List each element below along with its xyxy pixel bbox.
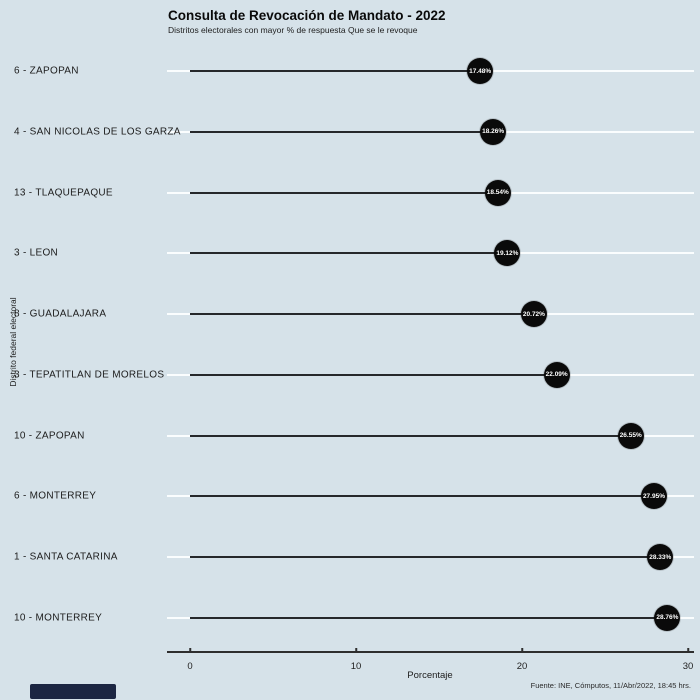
- y-axis-title: Distrito federal electoral: [8, 297, 18, 387]
- row-stem: [190, 70, 481, 72]
- x-axis-title: Porcentaje: [407, 670, 453, 681]
- x-axis-tick: [521, 647, 523, 652]
- data-point-value: 18.54%: [486, 189, 509, 197]
- x-axis-line: [167, 651, 694, 653]
- data-point-dot: 27.95%: [640, 483, 667, 510]
- data-point-value: 17.48%: [469, 67, 492, 75]
- data-point-dot: 17.48%: [467, 58, 494, 84]
- data-point-value: 22.09%: [545, 371, 568, 379]
- data-point-dot: 18.26%: [480, 118, 507, 145]
- row-stem: [190, 616, 668, 619]
- data-point-value: 28.76%: [656, 614, 679, 622]
- chart-header: Consulta de Revocación de Mandato - 2022…: [168, 8, 446, 35]
- data-point-dot: 20.72%: [520, 301, 547, 328]
- row-stem: [190, 373, 557, 376]
- category-label: 4 - SAN NICOLAS DE LOS GARZA: [14, 126, 181, 138]
- data-point-value: 26.55%: [619, 432, 642, 440]
- data-point-dot: 18.54%: [484, 179, 511, 206]
- data-point-value: 18.26%: [482, 128, 505, 136]
- data-point-value: 28.33%: [649, 553, 672, 561]
- x-axis-tick: [189, 647, 191, 652]
- bottom-left-logo-block[interactable]: [30, 684, 116, 699]
- row-stem: [190, 556, 661, 559]
- data-point-value: 19.12%: [496, 249, 519, 257]
- data-point-dot: 28.76%: [654, 604, 681, 631]
- chart-title: Consulta de Revocación de Mandato - 2022: [168, 8, 446, 23]
- data-point-dot: 19.12%: [494, 240, 521, 267]
- x-axis-tick: [355, 647, 357, 652]
- category-label: 3 - TEPATITLAN DE MORELOS: [14, 369, 165, 381]
- row-stem: [190, 313, 534, 316]
- source-caption: Fuente: INE, Cómputos, 11/Abr/2022, 18:4…: [530, 681, 691, 690]
- category-label: 8 - GUADALAJARA: [14, 308, 107, 320]
- chart-subtitle: Distritos electorales con mayor % de res…: [168, 24, 418, 35]
- category-label: 3 - LEON: [14, 247, 59, 259]
- category-label: 10 - MONTERREY: [14, 612, 103, 624]
- x-axis-tick-label: 10: [350, 661, 362, 672]
- row-stem: [190, 434, 631, 437]
- x-axis-tick-label: 20: [516, 661, 528, 672]
- data-point-value: 27.95%: [642, 492, 665, 500]
- data-point-dot: 22.09%: [543, 361, 570, 388]
- category-label: 6 - ZAPOPAN: [14, 65, 79, 77]
- data-point-dot: 28.33%: [647, 544, 674, 571]
- row-stem: [190, 130, 494, 133]
- category-label: 1 - SANTA CATARINA: [14, 551, 118, 563]
- category-label: 13 - TLAQUEPAQUE: [14, 187, 113, 199]
- x-axis-tick-label: 0: [187, 661, 193, 672]
- row-stem: [190, 252, 508, 255]
- category-label: 10 - ZAPOPAN: [14, 430, 85, 442]
- data-point-value: 20.72%: [522, 310, 545, 318]
- row-stem: [190, 495, 654, 498]
- x-axis-tick: [687, 647, 689, 652]
- row-stem: [190, 191, 498, 194]
- category-label: 6 - MONTERREY: [14, 490, 97, 502]
- data-point-dot: 26.55%: [617, 422, 644, 449]
- x-axis-tick-label: 30: [682, 661, 694, 672]
